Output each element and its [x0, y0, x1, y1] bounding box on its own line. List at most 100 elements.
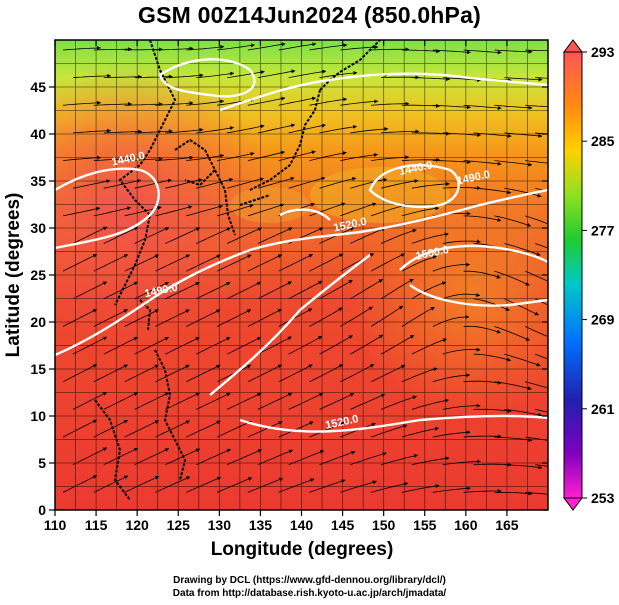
- streamline: [504, 187, 542, 198]
- streamline: [72, 281, 108, 300]
- streamline: [226, 392, 262, 410]
- coastline: [94, 40, 381, 501]
- streamline: [525, 326, 548, 338]
- x-tick-label: 155: [413, 517, 437, 533]
- streamline: [370, 364, 406, 383]
- streamline: [504, 409, 543, 417]
- streamline: [525, 104, 548, 107]
- streamline: [186, 364, 221, 383]
- colorbar-label: 261: [591, 401, 615, 417]
- streamline: [278, 364, 313, 383]
- streamline: [155, 254, 190, 272]
- streamline: [103, 281, 139, 300]
- streamline: [494, 104, 533, 110]
- colorbar-scale: [563, 51, 583, 499]
- streamline: [319, 450, 356, 466]
- streamline: [124, 475, 160, 493]
- streamline: [494, 215, 532, 227]
- streamline: [93, 101, 132, 106]
- streamline: [196, 71, 235, 78]
- streamline: [380, 228, 417, 244]
- streamline: [473, 353, 512, 362]
- streamline: [442, 403, 481, 410]
- streamline: [278, 96, 317, 106]
- streamline: [186, 476, 222, 493]
- streamline: [216, 204, 254, 217]
- streamline: [216, 420, 252, 438]
- streamline: [288, 450, 325, 466]
- streamline: [340, 202, 377, 217]
- streamline: [217, 43, 255, 51]
- streamline: [411, 281, 447, 300]
- streamline: [319, 71, 358, 78]
- streamline: [72, 73, 112, 78]
- streamline: [288, 69, 327, 78]
- streamline: [93, 364, 128, 383]
- streamline: [350, 127, 389, 134]
- streamline: [401, 49, 441, 54]
- x-tick-label: 115: [85, 517, 108, 533]
- streamline: [134, 227, 170, 244]
- streamline: [62, 253, 98, 272]
- streamline: [186, 309, 221, 327]
- streamline: [257, 123, 296, 134]
- streamline: [381, 179, 419, 189]
- streamline: [370, 424, 408, 438]
- streamline: [103, 74, 142, 79]
- streamline: [278, 308, 313, 327]
- streamline: [463, 380, 502, 385]
- streamline: [525, 492, 548, 495]
- y-tick-label: 35: [30, 173, 46, 189]
- streamline: [134, 392, 169, 410]
- colorbar-label: 285: [591, 133, 615, 149]
- streamline: [196, 126, 234, 134]
- streamline: [288, 392, 324, 410]
- streamline: [525, 49, 548, 52]
- streamline: [535, 409, 548, 413]
- y-axis-title: Latitude (degrees): [3, 193, 24, 358]
- streamline: [165, 127, 204, 134]
- streamline: [473, 187, 512, 195]
- streamline: [525, 381, 548, 389]
- streamline: [463, 215, 502, 222]
- streamline: [257, 69, 296, 78]
- streamline: [288, 123, 326, 134]
- streamline: [165, 227, 201, 244]
- streamline: [504, 132, 543, 138]
- streamline: [401, 306, 435, 327]
- x-tick-label: 135: [249, 517, 273, 533]
- streamline: [340, 306, 373, 327]
- streamline: [473, 132, 512, 138]
- streamline: [370, 305, 404, 327]
- streamline: [72, 179, 111, 189]
- streamline: [155, 101, 194, 106]
- streamline: [93, 47, 132, 52]
- streamline: [380, 278, 414, 300]
- y-axis: 0 5 10 15 20 25 30 35 40 45: [30, 79, 548, 518]
- streamline: [93, 309, 128, 327]
- streamline: [155, 155, 194, 161]
- x-tick-label: 145: [331, 517, 355, 533]
- streamline: [247, 308, 282, 327]
- credit-drawing: Drawing by DCL (https://www.gfd-dennou.o…: [173, 575, 446, 586]
- streamline: [442, 347, 481, 355]
- streamline: [124, 254, 160, 272]
- streamline: [432, 262, 471, 272]
- streamline: [196, 448, 232, 466]
- streamline: [62, 475, 98, 493]
- streamline: [432, 486, 471, 493]
- streamline: [442, 293, 481, 300]
- streamline: [535, 77, 548, 79]
- streamline: [309, 151, 347, 161]
- x-tick-label: 150: [372, 517, 396, 533]
- streamline: [380, 395, 417, 410]
- geopotential-contours: [55, 58, 548, 433]
- streamline: [155, 420, 190, 438]
- streamline: [319, 393, 355, 410]
- streamline: [309, 253, 344, 272]
- streamline: [319, 335, 353, 355]
- streamline: [504, 243, 541, 256]
- streamline: [247, 421, 283, 438]
- streamline: [463, 489, 502, 494]
- y-tick-label: 45: [30, 79, 46, 95]
